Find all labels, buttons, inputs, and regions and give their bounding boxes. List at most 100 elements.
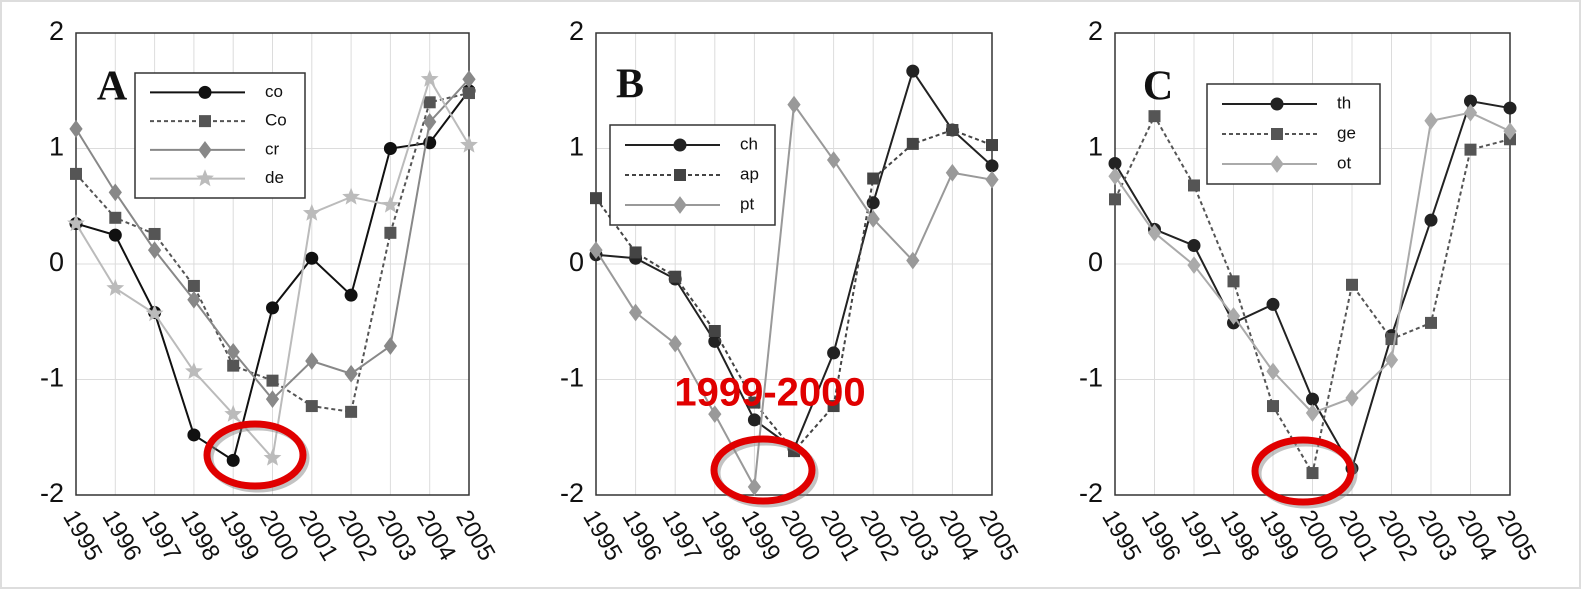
point bbox=[866, 196, 880, 210]
plot-frame bbox=[75, 32, 470, 496]
point bbox=[1424, 111, 1438, 130]
point bbox=[590, 192, 602, 205]
legend-label: de bbox=[265, 168, 284, 187]
panel-label: A bbox=[97, 64, 128, 110]
point bbox=[708, 405, 722, 423]
point bbox=[986, 139, 998, 152]
point bbox=[342, 187, 360, 205]
legend: th ge ot bbox=[1206, 83, 1381, 185]
point bbox=[305, 251, 319, 265]
point bbox=[629, 246, 642, 259]
point bbox=[708, 324, 721, 337]
y-tick-label: 1 bbox=[569, 132, 584, 162]
highlight-ellipse bbox=[1251, 436, 1355, 506]
point bbox=[1425, 316, 1437, 329]
point bbox=[344, 288, 358, 302]
point bbox=[185, 362, 203, 379]
point bbox=[384, 226, 397, 239]
legend-label: Co bbox=[265, 111, 287, 130]
y-tick-label: 0 bbox=[569, 247, 584, 277]
point bbox=[1345, 389, 1359, 407]
point bbox=[67, 214, 85, 232]
point bbox=[305, 352, 319, 370]
point bbox=[423, 96, 436, 109]
point bbox=[1227, 275, 1240, 288]
point bbox=[1147, 223, 1162, 242]
point bbox=[1503, 101, 1517, 115]
point bbox=[1464, 143, 1477, 156]
point bbox=[1385, 333, 1398, 346]
point bbox=[106, 278, 125, 296]
panel-label: B bbox=[616, 62, 644, 108]
legend-marker bbox=[198, 85, 212, 99]
point bbox=[302, 203, 321, 221]
panel: 1995199619971998199920002001200220032004… bbox=[560, 16, 1023, 565]
y-tick-label: 2 bbox=[1088, 16, 1103, 46]
annotation: 1999-2000 bbox=[674, 371, 865, 415]
point bbox=[147, 241, 162, 259]
point bbox=[224, 404, 243, 422]
plots: 1995199619971998199920002001200220032004… bbox=[40, 16, 1541, 565]
point bbox=[1267, 400, 1279, 413]
y-tick-label: 2 bbox=[49, 16, 64, 46]
point bbox=[187, 290, 201, 309]
legend-marker bbox=[196, 169, 214, 187]
point bbox=[187, 428, 201, 442]
plot-frame bbox=[1114, 32, 1511, 496]
point bbox=[1346, 278, 1358, 291]
point bbox=[985, 159, 999, 173]
point bbox=[906, 64, 920, 78]
point bbox=[1108, 167, 1122, 186]
point bbox=[668, 334, 682, 353]
point bbox=[628, 303, 643, 322]
point bbox=[1148, 110, 1161, 123]
point bbox=[187, 279, 200, 292]
legend-marker bbox=[673, 196, 687, 214]
point bbox=[1188, 179, 1200, 192]
point bbox=[462, 70, 476, 89]
point bbox=[1266, 297, 1280, 311]
legend-marker bbox=[673, 138, 687, 152]
point bbox=[226, 342, 240, 361]
legend-label: ot bbox=[1337, 153, 1351, 172]
legend-box bbox=[134, 72, 306, 199]
point bbox=[1109, 193, 1121, 206]
point bbox=[747, 413, 761, 427]
highlight-ellipse bbox=[710, 435, 816, 505]
legend-marker bbox=[674, 169, 686, 181]
point bbox=[945, 163, 960, 182]
point bbox=[708, 334, 722, 348]
point bbox=[748, 396, 761, 409]
point bbox=[1463, 103, 1478, 122]
point bbox=[266, 374, 279, 387]
y-tick-label: -1 bbox=[1079, 363, 1103, 393]
legend-label: pt bbox=[740, 194, 754, 213]
y-tick-label: -1 bbox=[560, 363, 584, 393]
legend-marker bbox=[1270, 97, 1284, 111]
point bbox=[266, 301, 279, 315]
y-tick-label: 1 bbox=[1088, 132, 1103, 162]
legend-marker bbox=[1271, 128, 1283, 140]
point bbox=[344, 364, 358, 383]
legend-box bbox=[609, 124, 776, 226]
point bbox=[381, 195, 400, 213]
y-tick-label: 1 bbox=[49, 132, 64, 162]
point bbox=[109, 211, 122, 224]
panel: 1995199619971998199920002001200220032004… bbox=[40, 16, 500, 565]
legend-marker bbox=[1270, 155, 1284, 173]
point bbox=[108, 228, 122, 242]
point bbox=[906, 251, 920, 270]
point bbox=[946, 124, 959, 137]
point bbox=[145, 304, 164, 322]
y-tick-label: -2 bbox=[1079, 478, 1103, 508]
point bbox=[70, 167, 82, 180]
point bbox=[866, 210, 880, 228]
legend-label: ap bbox=[740, 164, 759, 183]
point bbox=[1306, 467, 1319, 480]
legend-marker bbox=[199, 115, 211, 128]
highlights bbox=[203, 420, 1358, 509]
y-tick-label: 2 bbox=[569, 16, 584, 46]
point bbox=[148, 227, 161, 240]
point bbox=[787, 95, 801, 114]
point bbox=[345, 405, 358, 418]
